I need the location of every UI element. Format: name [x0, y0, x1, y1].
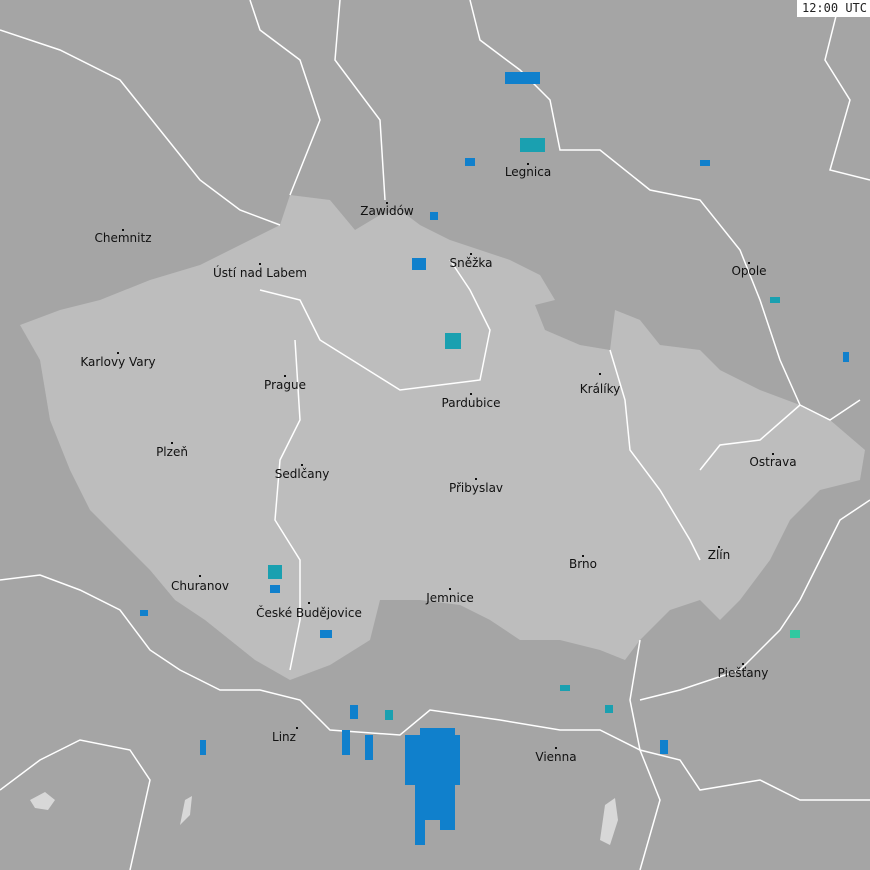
- lake: [180, 796, 192, 825]
- lake: [600, 798, 618, 845]
- lake: [30, 792, 55, 810]
- highlighted-region: [20, 195, 865, 680]
- radar-echoes: [140, 72, 849, 845]
- timestamp-label: 12:00 UTC: [796, 0, 870, 17]
